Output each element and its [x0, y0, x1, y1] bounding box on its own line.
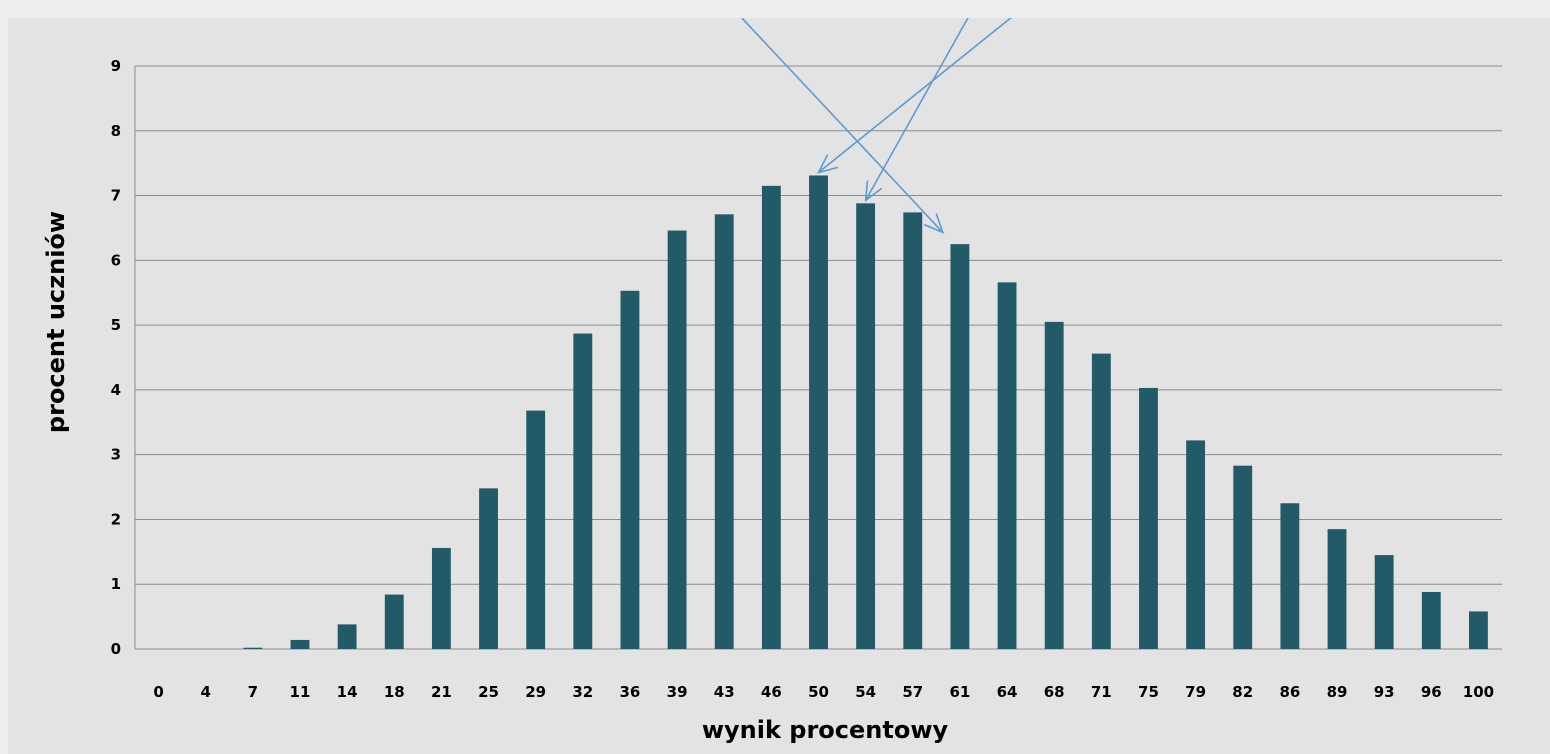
- bar: [1233, 465, 1253, 649]
- bar: [1280, 503, 1300, 649]
- bar: [903, 212, 923, 650]
- x-tick-label: 54: [855, 683, 876, 701]
- bar: [856, 203, 876, 649]
- bar: [1374, 555, 1394, 649]
- x-tick-label: 75: [1138, 683, 1159, 701]
- bar: [667, 230, 687, 649]
- x-tick-label: 32: [572, 683, 593, 701]
- x-tick-label: 7: [248, 683, 258, 701]
- bar: [384, 594, 404, 649]
- y-tick-label: 3: [111, 446, 121, 464]
- bar: [1139, 387, 1158, 649]
- x-tick-label: 50: [808, 683, 829, 701]
- y-axis-title: procent uczniów: [42, 211, 70, 433]
- bar: [243, 647, 263, 649]
- x-tick-label: 86: [1279, 683, 1300, 701]
- y-tick-label: 0: [111, 640, 121, 658]
- y-tick-label: 1: [111, 575, 121, 593]
- y-tick-label: 8: [111, 122, 121, 140]
- bar: [431, 547, 451, 649]
- bar: [1186, 440, 1206, 649]
- y-tick-label: 6: [111, 251, 121, 269]
- bar: [526, 410, 546, 649]
- bars: [243, 175, 1488, 650]
- x-tick-label: 29: [525, 683, 546, 701]
- annotation-arrow: [864, 18, 969, 203]
- x-tick-label: 18: [384, 683, 405, 701]
- x-tick-label: 82: [1232, 683, 1253, 701]
- x-tick-label: 71: [1091, 683, 1112, 701]
- y-tick-labels: 0 1 2 3 4 5 6 7 8 9: [111, 57, 121, 658]
- x-tick-label: 39: [667, 683, 688, 701]
- bar: [479, 488, 498, 649]
- x-tick-label: 100: [1463, 683, 1494, 701]
- x-tick-label: 36: [620, 683, 641, 701]
- bar: [290, 639, 310, 649]
- bar: [1044, 321, 1064, 649]
- x-tick-label: 68: [1044, 683, 1065, 701]
- x-tick-label: 61: [949, 683, 970, 701]
- y-tick-label: 4: [111, 381, 121, 399]
- bar: [809, 175, 828, 650]
- annotation-arrow: [740, 18, 945, 234]
- x-tick-label: 4: [200, 683, 210, 701]
- x-tick-label: 14: [337, 683, 358, 701]
- x-tick-label: 43: [714, 683, 735, 701]
- x-tick-label: 79: [1185, 683, 1206, 701]
- x-tick-label: 57: [902, 683, 923, 701]
- x-tick-label: 0: [153, 683, 163, 701]
- x-tick-label: 21: [431, 683, 452, 701]
- x-tick-label: 96: [1421, 683, 1442, 701]
- y-tick-label: 9: [111, 57, 121, 75]
- x-axis-title: wynik procentowy: [702, 716, 949, 744]
- bar: [714, 214, 734, 649]
- x-tick-label: 11: [290, 683, 311, 701]
- y-tick-label: 5: [111, 316, 121, 334]
- bar: [950, 244, 970, 649]
- x-tick-label: 64: [997, 683, 1018, 701]
- y-tick-label: 2: [111, 510, 121, 528]
- x-tick-label: 25: [478, 683, 499, 701]
- annotation-arrows: [740, 18, 1012, 234]
- annotation-arrow: [816, 18, 1012, 174]
- bar: [761, 185, 781, 650]
- x-tick-label: 89: [1327, 683, 1348, 701]
- bar: [1327, 529, 1347, 649]
- bar: [997, 282, 1017, 649]
- bar: [337, 624, 357, 649]
- bar: [1421, 591, 1441, 649]
- y-tick-label: 7: [111, 187, 121, 205]
- bar: [620, 290, 640, 649]
- x-tick-label: 93: [1374, 683, 1395, 701]
- bar: [573, 333, 593, 649]
- bar: [1469, 611, 1488, 649]
- x-tick-labels: 0 4 7 11 14 18 21 25 29 32 36 39 43 46 50 54 57 61 64 68 71 7…: [153, 683, 1494, 701]
- x-tick-label: 46: [761, 683, 782, 701]
- bar: [1091, 353, 1111, 649]
